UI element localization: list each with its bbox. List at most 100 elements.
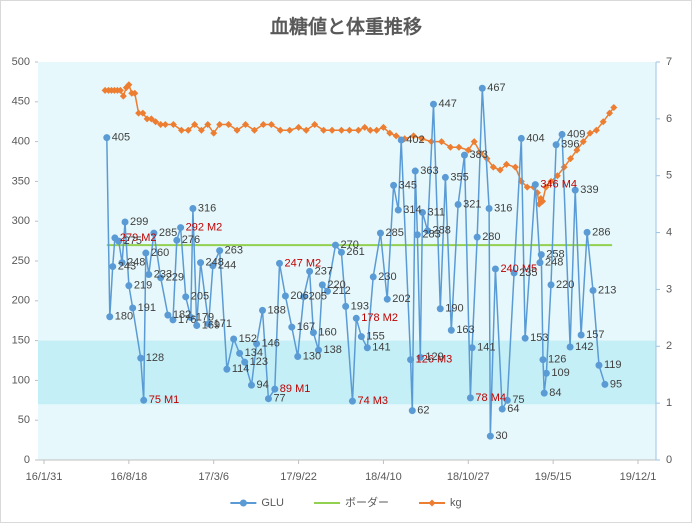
data-label: 286	[592, 226, 610, 238]
data-point	[424, 227, 432, 235]
data-point	[438, 138, 446, 146]
data-point	[328, 126, 336, 134]
data-point	[485, 204, 493, 212]
data-point	[216, 121, 224, 129]
data-point	[595, 361, 603, 369]
data-label: 355	[450, 171, 468, 183]
y-tick-label: 50	[18, 414, 30, 426]
y2-tick-label: 5	[666, 170, 672, 182]
y-tick-label: 250	[12, 255, 30, 267]
data-label: 316	[494, 202, 512, 214]
data-point	[210, 129, 218, 137]
data-point	[204, 121, 212, 129]
data-point	[145, 271, 153, 279]
data-label: 219	[134, 280, 152, 292]
x-tick-label: 19/5/15	[535, 471, 572, 483]
data-label: 30	[495, 430, 507, 442]
data-label: 248	[127, 256, 145, 268]
data-point	[454, 200, 462, 208]
data-point	[236, 349, 244, 357]
data-point	[390, 181, 398, 189]
legend-label: GLU	[261, 497, 284, 509]
data-point	[184, 126, 192, 134]
data-point	[288, 323, 296, 331]
data-point	[583, 228, 591, 236]
data-label: 167	[297, 321, 315, 333]
data-label: 276	[182, 234, 200, 246]
data-label: 243	[118, 260, 136, 272]
data-point	[354, 126, 362, 134]
data-point	[225, 121, 233, 129]
data-label: 292 M2	[186, 221, 223, 233]
x-tick-label: 18/10/27	[447, 471, 490, 483]
data-point	[286, 126, 294, 134]
data-label: 129	[425, 351, 443, 363]
data-label: 258	[546, 249, 564, 261]
data-label: 316	[198, 202, 216, 214]
data-point	[536, 259, 544, 267]
data-point	[125, 81, 133, 89]
data-label: 146	[262, 338, 280, 350]
chart-title: 血糖値と体重推移	[270, 15, 422, 38]
data-point	[577, 331, 585, 339]
data-label: 345	[399, 179, 417, 191]
data-point	[547, 177, 555, 185]
data-point	[157, 121, 165, 129]
legend: GLU ボーダー kg	[230, 495, 462, 509]
data-label: 176	[178, 314, 196, 326]
data-point	[250, 126, 258, 134]
data-label: 141	[477, 342, 495, 354]
data-label: 191	[138, 302, 156, 314]
y-tick-label: 450	[12, 96, 30, 108]
data-label: 346 M4	[540, 178, 577, 190]
data-label: 288	[433, 225, 451, 237]
data-point	[542, 369, 550, 377]
data-point	[517, 134, 525, 142]
data-label: 182	[173, 309, 191, 321]
data-point	[468, 344, 476, 352]
data-label: 285	[385, 227, 403, 239]
data-label: 220	[327, 279, 345, 291]
data-label: 171	[214, 318, 232, 330]
data-point	[342, 302, 350, 310]
data-label: 280	[482, 231, 500, 243]
data-point	[177, 126, 185, 134]
data-label: 261	[346, 246, 364, 258]
data-point	[103, 134, 111, 142]
data-label: 114	[232, 363, 250, 375]
data-label: 233	[154, 268, 172, 280]
data-point	[197, 126, 205, 134]
data-label: 283	[422, 229, 440, 241]
data-point	[503, 396, 511, 404]
y2-tick-label: 7	[666, 56, 672, 68]
data-point	[573, 146, 581, 154]
data-label: 153	[530, 332, 548, 344]
y-tick-label: 400	[12, 136, 30, 148]
data-point	[407, 356, 415, 364]
data-label: 119	[604, 359, 622, 371]
data-label: 447	[438, 98, 456, 110]
data-label: 213	[598, 284, 616, 296]
data-point	[589, 286, 597, 294]
data-label: 109	[551, 367, 569, 379]
data-point	[191, 121, 199, 129]
data-point	[135, 109, 143, 117]
data-label: 244	[218, 260, 236, 272]
data-label: 248	[206, 256, 224, 268]
data-point	[606, 109, 614, 117]
data-label: 206	[290, 290, 308, 302]
data-point	[455, 143, 463, 151]
data-label: 169	[202, 319, 220, 331]
data-label: 237	[315, 265, 333, 277]
x-tick-label: 19/12/1	[620, 471, 657, 483]
data-point	[276, 126, 284, 134]
x-tick-label: 16/8/18	[111, 471, 148, 483]
data-point	[233, 126, 241, 134]
data-label: 285	[159, 227, 177, 239]
data-point	[140, 396, 148, 404]
data-label: 396	[561, 139, 579, 151]
data-label: 311	[427, 206, 445, 218]
data-label: 321	[463, 198, 481, 210]
data-point	[129, 304, 137, 312]
